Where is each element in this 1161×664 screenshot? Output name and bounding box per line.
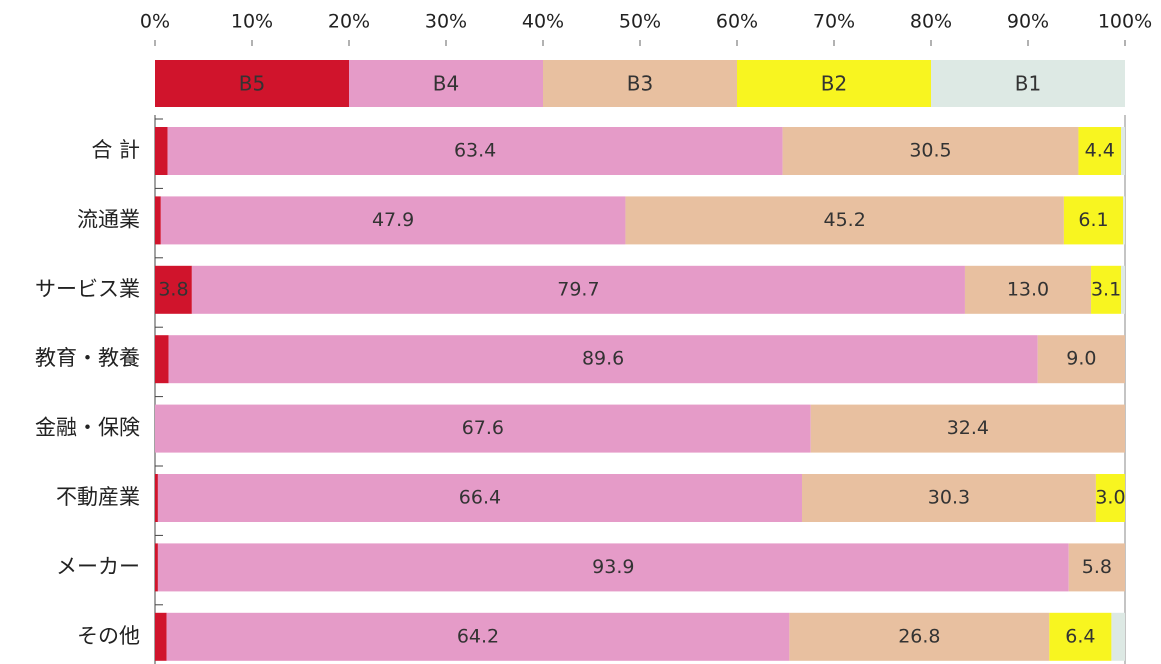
bar-segment [191, 265, 965, 314]
value-label: 6.1 [1078, 209, 1108, 231]
bar-segment [1123, 196, 1125, 245]
value-label: 67.6 [462, 417, 504, 439]
bar-segment [1078, 127, 1122, 175]
y-tick-label: 合 計 [91, 138, 140, 162]
value-label: 47.9 [372, 209, 414, 231]
value-label: 63.4 [454, 140, 496, 162]
legend-swatch [737, 60, 931, 107]
value-label: 30.5 [909, 140, 951, 162]
bar-segment [155, 196, 161, 245]
value-label: 3.0 [1095, 487, 1125, 509]
y-tick-label: その他 [77, 624, 140, 648]
bar-segment [155, 404, 811, 453]
value-label: 79.7 [557, 278, 599, 300]
legend-label: B3 [627, 72, 653, 96]
legend-swatch [349, 60, 543, 107]
bar-segment [155, 265, 192, 314]
bar-segment [155, 127, 168, 175]
bar-segment [167, 127, 783, 175]
bar-segment [801, 474, 1096, 522]
bar-segment [155, 335, 169, 384]
bar-segment [1068, 543, 1125, 592]
bar-segment [155, 543, 158, 592]
x-tick-label: 0% [140, 11, 170, 33]
y-tick-label: サービス業 [35, 277, 140, 301]
value-label: 64.2 [457, 625, 499, 647]
bar-segment [625, 196, 1064, 245]
y-tick-label: 流通業 [77, 207, 140, 231]
value-label: 32.4 [947, 417, 989, 439]
bar-segment [157, 474, 802, 522]
x-tick-label: 50% [619, 11, 661, 33]
bar-segment [789, 612, 1050, 661]
bar-segment [1095, 474, 1125, 522]
value-label: 66.4 [459, 487, 501, 509]
bar-segment [168, 335, 1038, 384]
value-label: 6.4 [1065, 625, 1095, 647]
legend-label: B2 [821, 72, 847, 96]
bar-segment [155, 612, 167, 661]
bar-segment [155, 474, 158, 522]
bar-segment [1091, 265, 1122, 314]
value-label: 5.8 [1082, 556, 1112, 578]
bar-segment [160, 196, 626, 245]
x-tick-label: 60% [716, 11, 758, 33]
value-label: 13.0 [1007, 278, 1049, 300]
value-label: 9.0 [1066, 348, 1096, 370]
y-tick-label: 教育・教養 [35, 346, 140, 370]
value-label: 30.3 [928, 487, 970, 509]
legend-label: B4 [433, 72, 459, 96]
x-tick-label: 30% [425, 11, 467, 33]
x-tick-label: 40% [522, 11, 564, 33]
y-tick-label: メーカー [56, 554, 140, 578]
y-tick-label: 不動産業 [56, 485, 140, 509]
bar-segment [157, 543, 1069, 592]
x-tick-label: 80% [910, 11, 952, 33]
value-label: 26.8 [898, 625, 940, 647]
bar-segment [1049, 612, 1112, 661]
x-tick-label: 70% [813, 11, 855, 33]
bar-segment [1037, 335, 1125, 384]
x-tick-label: 10% [231, 11, 273, 33]
value-label: 45.2 [824, 209, 866, 231]
value-label: 93.9 [592, 556, 634, 578]
legend-swatch [155, 60, 349, 107]
x-tick-label: 100% [1098, 11, 1152, 33]
x-tick-label: 20% [328, 11, 370, 33]
bar-segment [166, 612, 790, 661]
bar-segment [782, 127, 1079, 175]
y-tick-label: 金融・保険 [35, 416, 140, 440]
x-tick-label: 90% [1007, 11, 1049, 33]
value-label: 3.1 [1091, 278, 1121, 300]
legend-label: B5 [239, 72, 265, 96]
bar-segment [964, 265, 1092, 314]
value-label: 4.4 [1085, 140, 1115, 162]
bar-segment [1121, 127, 1125, 175]
value-label: 89.6 [582, 348, 624, 370]
value-label: 3.8 [158, 278, 188, 300]
bar-segment [810, 404, 1125, 453]
bar-segment [1063, 196, 1124, 245]
legend-swatch [931, 60, 1125, 107]
legend-label: B1 [1015, 72, 1041, 96]
bar-segment [1121, 265, 1125, 314]
legend-swatch [543, 60, 737, 107]
bar-segment [1111, 612, 1125, 661]
